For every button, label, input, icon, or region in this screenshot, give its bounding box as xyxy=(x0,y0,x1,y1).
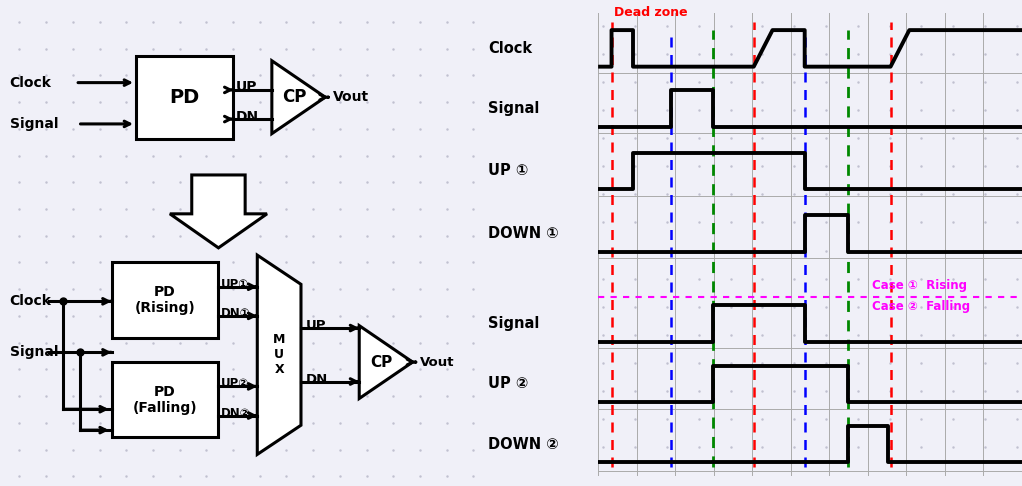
Text: Vout: Vout xyxy=(420,356,455,368)
Text: CP: CP xyxy=(371,355,392,369)
Text: Signal: Signal xyxy=(489,316,540,331)
Text: Vout: Vout xyxy=(332,90,369,104)
Text: Signal: Signal xyxy=(10,346,58,359)
Text: DN①: DN① xyxy=(221,307,250,320)
Polygon shape xyxy=(170,175,267,248)
Text: CP: CP xyxy=(282,88,307,106)
Text: PD
(Rising): PD (Rising) xyxy=(135,285,195,315)
Text: UP②: UP② xyxy=(221,378,249,390)
Polygon shape xyxy=(272,61,325,134)
Text: Dead zone: Dead zone xyxy=(614,6,688,19)
Polygon shape xyxy=(360,326,413,399)
Polygon shape xyxy=(258,255,301,454)
Bar xyxy=(111,362,219,437)
Bar xyxy=(136,56,233,139)
Text: DN②: DN② xyxy=(221,407,250,419)
Text: M
U
X: M U X xyxy=(273,333,285,376)
Text: UP①: UP① xyxy=(221,278,249,291)
Text: Signal: Signal xyxy=(10,117,58,131)
Text: Case ②  Falling: Case ② Falling xyxy=(872,300,970,313)
Text: Clock: Clock xyxy=(10,295,51,308)
Text: DN: DN xyxy=(235,110,259,123)
Text: Clock: Clock xyxy=(489,41,532,56)
Text: Clock: Clock xyxy=(10,76,51,89)
Text: UP ②: UP ② xyxy=(489,376,528,391)
Bar xyxy=(111,262,219,338)
Text: Signal: Signal xyxy=(489,101,540,116)
Text: DOWN ②: DOWN ② xyxy=(489,436,559,451)
Text: UP: UP xyxy=(235,81,257,94)
Text: DOWN ①: DOWN ① xyxy=(489,226,559,241)
Text: PD: PD xyxy=(170,87,199,107)
Text: DN: DN xyxy=(306,373,328,385)
Text: UP: UP xyxy=(306,319,326,332)
Text: UP ①: UP ① xyxy=(489,163,528,178)
Text: PD
(Falling): PD (Falling) xyxy=(133,384,197,415)
Text: Case ①  Rising: Case ① Rising xyxy=(872,278,967,292)
